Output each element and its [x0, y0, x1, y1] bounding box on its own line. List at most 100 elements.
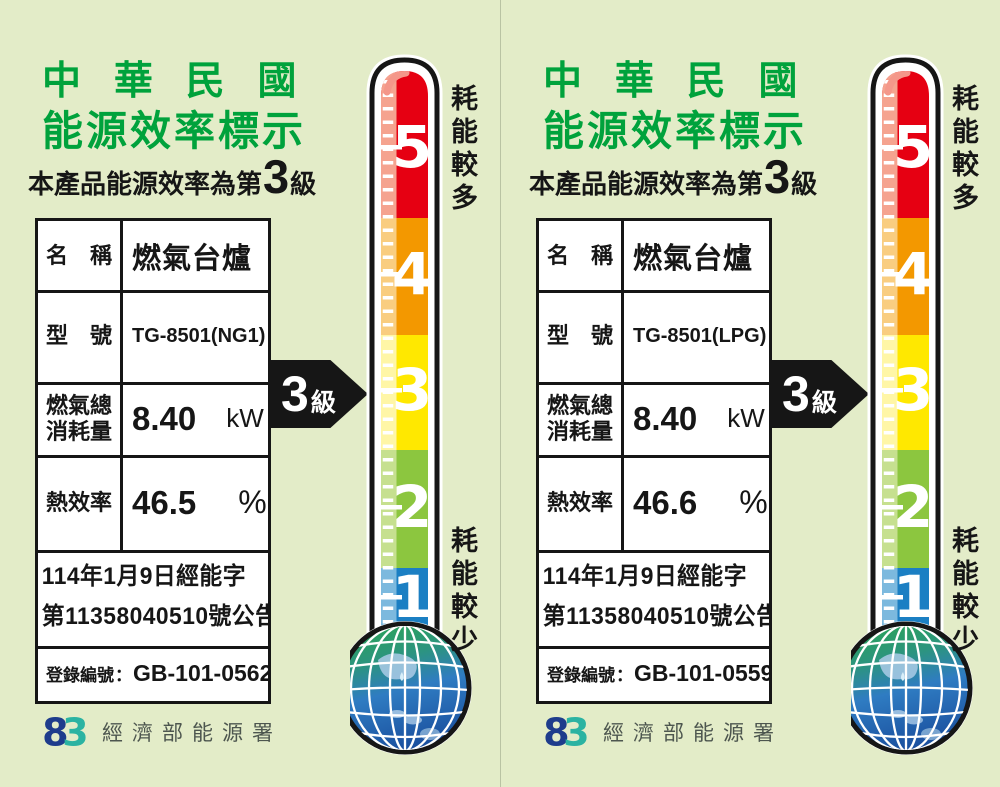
announcement-text: 114年1月9日經能字 第11358040510號公告	[38, 550, 268, 636]
efficiency-value-cell: 46.5 %	[123, 455, 268, 550]
registration-label: 登錄編號	[46, 666, 114, 685]
model-label: 型 號	[38, 290, 123, 382]
table-row-efficiency: 熱效率 46.6 %	[539, 455, 769, 553]
energy-label-ng1: 中 華 民 國 能源效率標示 本產品能源效率為第 3 級 名 稱 燃氣台爐 型 …	[28, 54, 477, 755]
consumption-value-cell: 8.40 kW	[624, 382, 769, 455]
page-title-line2: 能源效率標示	[543, 108, 807, 154]
grade-suffix: 級	[290, 169, 317, 199]
announcement-line1: 114年1月9日經能字	[542, 563, 747, 590]
logo-left-glyph: 8	[543, 712, 570, 752]
table-row-registration: 登錄編號 ： GB-101-0562	[38, 646, 268, 701]
consumption-label: 燃氣總 消耗量	[539, 382, 624, 455]
efficiency-label: 熱效率	[38, 455, 123, 550]
major-tick-4	[381, 272, 402, 277]
efficiency-value: 46.6	[633, 483, 698, 521]
consumption-unit: kW	[727, 403, 765, 433]
scale-bottom-label: 耗能較少	[447, 526, 477, 658]
logo-right-glyph: 3	[563, 712, 587, 752]
major-tick-2	[882, 505, 903, 510]
page-title-line1: 中 華 民 國	[543, 60, 809, 103]
grade-prefix: 本產品能源效率為第	[28, 169, 263, 199]
grade-suffix: 級	[791, 169, 818, 199]
name-value: 燃氣台爐	[132, 242, 253, 275]
level-1-number: 1	[893, 563, 933, 631]
agency-name: 經濟部能源署	[603, 722, 783, 745]
logo-left-glyph: 8	[42, 712, 69, 752]
announcement-text: 114年1月9日經能字 第11358040510號公告	[539, 550, 769, 636]
page-title-line1: 中 華 民 國	[42, 60, 308, 103]
efficiency-unit: %	[739, 484, 768, 520]
major-tick-5	[381, 145, 402, 150]
agency-footer: 8 3 經濟部能源署	[543, 712, 783, 752]
table-row-announcement: 114年1月9日經能字 第11358040510號公告	[38, 550, 268, 649]
consumption-value: 8.40	[132, 399, 197, 437]
level-1-number: 1	[392, 563, 432, 631]
level-3-number: 3	[893, 356, 933, 424]
consumption-value: 8.40	[633, 399, 698, 437]
name-label: 名 稱	[539, 221, 624, 290]
table-row-model: 型 號 TG-8501(NG1)	[38, 290, 268, 385]
table-row-announcement: 114年1月9日經能字 第11358040510號公告	[539, 550, 769, 649]
scale-top-label: 耗能較多	[447, 84, 477, 216]
arrow-grade-suffix: 級	[310, 389, 336, 417]
globe-land-asia	[879, 653, 918, 680]
level-3-number: 3	[392, 356, 432, 424]
tube-top-highlight	[884, 71, 911, 96]
tube-top-highlight	[383, 71, 410, 96]
grade-number: 3	[764, 150, 791, 203]
model-value: TG-8501(NG1)	[132, 324, 266, 347]
announcement-line1: 114年1月9日經能字	[41, 563, 246, 590]
energy-label-lpg: 中 華 民 國 能源效率標示 本產品能源效率為第 3 級 名 稱 燃氣台爐 型 …	[500, 0, 1000, 787]
consumption-label: 燃氣總 消耗量	[38, 382, 123, 455]
scale-bottom-label: 耗能較少	[948, 526, 978, 658]
spec-table: 名 稱 燃氣台爐 型 號 TG-8501(LPG) 燃氣總 消耗量 8.40 k…	[536, 218, 772, 704]
major-tick-1	[381, 595, 402, 600]
globe-graticule	[851, 626, 968, 750]
major-tick-3	[381, 388, 402, 393]
globe-icon	[851, 621, 973, 755]
table-row-name: 名 稱 燃氣台爐	[539, 221, 769, 293]
registration-label: 登錄編號	[547, 666, 615, 685]
level-4-number: 4	[893, 240, 933, 308]
arrow-grade-number: 3	[281, 366, 309, 422]
globe-droplet	[901, 672, 905, 681]
consumption-label-line2: 消耗量	[546, 418, 613, 444]
agency-footer: 8 3 經濟部能源署	[42, 712, 282, 752]
consumption-label-line1: 燃氣總	[45, 393, 112, 419]
registration-colon: ：	[616, 666, 633, 685]
grade-sentence: 本產品能源效率為第 3 級	[28, 150, 317, 203]
table-row-model: 型 號 TG-8501(LPG)	[539, 290, 769, 385]
efficiency-label: 熱效率	[539, 455, 624, 550]
table-row-consumption: 燃氣總 消耗量 8.40 kW	[38, 382, 268, 458]
consumption-label-line2: 消耗量	[45, 418, 112, 444]
major-tick-5	[882, 145, 903, 150]
model-value: TG-8501(LPG)	[633, 324, 767, 347]
announcement-line2: 第11358040510號公告	[542, 602, 769, 630]
thermometer-graphic: 5 4 3 2 1	[851, 54, 973, 755]
logo-right-glyph: 3	[62, 712, 86, 752]
efficiency-value-cell: 46.6 %	[624, 455, 769, 550]
thermometer-graphic: 5 4 3 2 1	[350, 54, 472, 755]
globe-land-asia	[378, 653, 417, 680]
arrow-grade-number: 3	[782, 366, 810, 422]
grade-number: 3	[263, 150, 290, 203]
table-row-registration: 登錄編號 ： GB-101-0559	[539, 646, 769, 701]
model-label: 型 號	[539, 290, 624, 382]
consumption-value-cell: 8.40 kW	[123, 382, 268, 455]
level-5-number: 5	[893, 113, 933, 181]
level-5-number: 5	[392, 113, 432, 181]
major-tick-3	[882, 388, 903, 393]
globe-icon	[350, 621, 472, 755]
agency-name: 經濟部能源署	[102, 722, 282, 745]
globe-graticule	[350, 626, 467, 750]
energy-administration-logo-icon: 8 3	[543, 712, 587, 752]
name-label: 名 稱	[38, 221, 123, 290]
registration-value: GB-101-0562	[133, 660, 268, 686]
grade-prefix: 本產品能源效率為第	[529, 169, 764, 199]
major-tick-4	[882, 272, 903, 277]
energy-administration-logo-icon: 8 3	[42, 712, 86, 752]
announcement-line2: 第11358040510號公告	[41, 602, 268, 630]
registration-value: GB-101-0559	[634, 660, 769, 686]
name-value: 燃氣台爐	[633, 242, 754, 275]
